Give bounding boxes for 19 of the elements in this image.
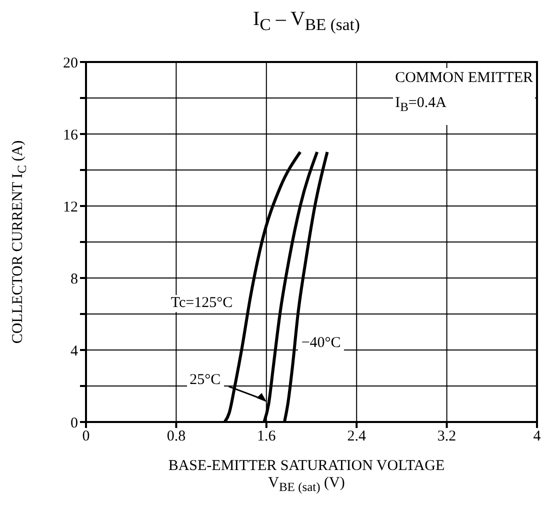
y-tick-label: 12: [63, 199, 78, 216]
y-tick-label: 8: [70, 271, 78, 288]
y-tick-label: 0: [70, 415, 78, 432]
x-axis-title: BASE-EMITTER SATURATION VOLTAGE V$_{BE (sat)}$ (V): [167, 458, 446, 495]
y-tick-label: 16: [63, 127, 78, 144]
x-tick-label: 0.8: [166, 428, 186, 445]
series-label: −40°C: [298, 334, 344, 352]
chart-title: I$_{C}$ – V$_{BE (sat)}$: [252, 8, 361, 36]
x-tick-label: 1.6: [257, 428, 276, 445]
y-tick-label: 4: [70, 343, 78, 360]
y-tick-label: 20: [63, 55, 78, 72]
x-tick-label: 2.4: [347, 428, 366, 445]
x-tick-label: 4: [533, 428, 542, 445]
annotation: I$_{B}$=0.4A: [395, 95, 448, 115]
annotation: COMMON EMITTER: [395, 70, 533, 87]
text: 25°C: [186, 372, 224, 390]
x-tick-label: 0: [82, 428, 90, 445]
series-label: Tc=125°C: [168, 295, 236, 312]
x-tick-label: 3.2: [437, 428, 456, 445]
